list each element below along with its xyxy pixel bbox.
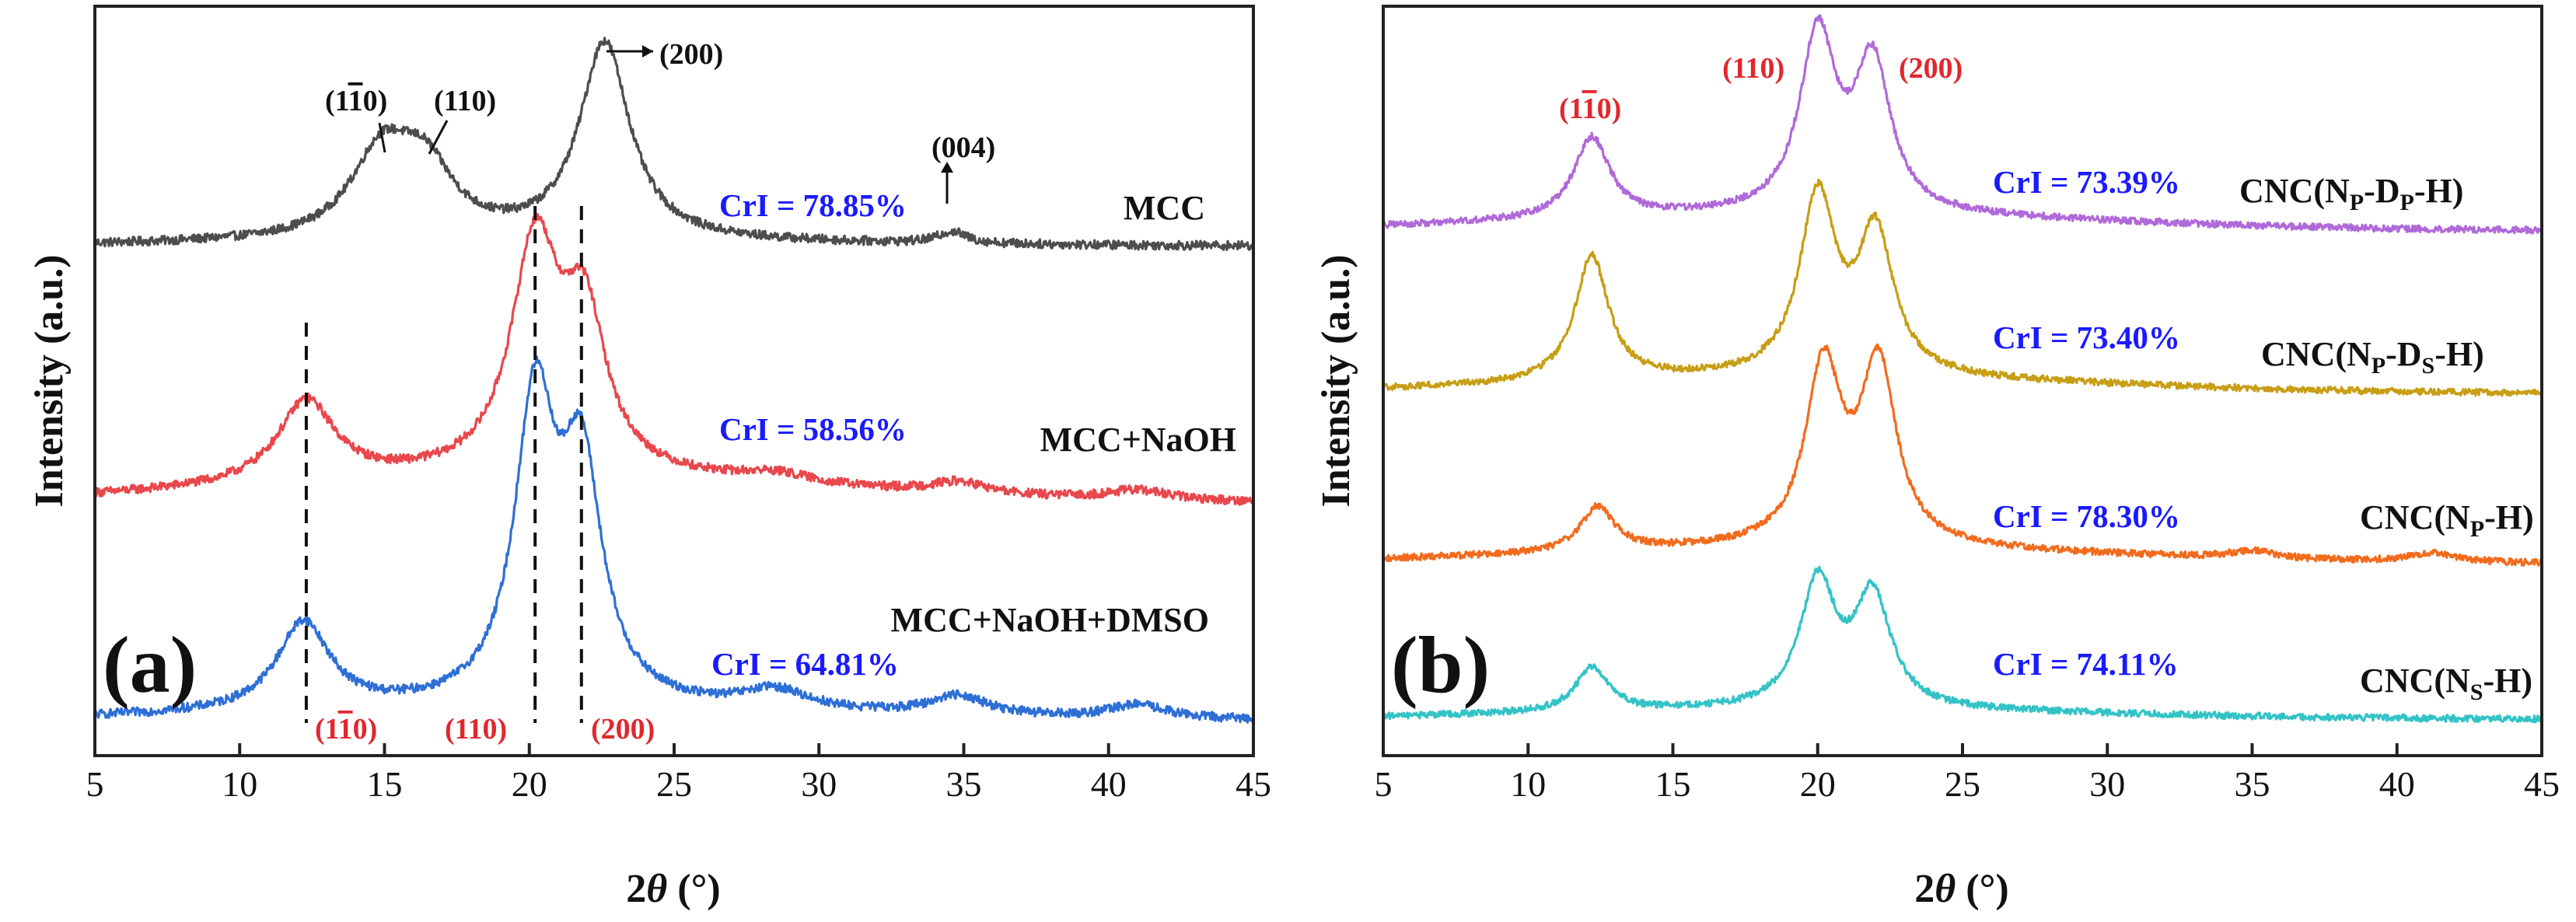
- arrow-200-head: [642, 45, 653, 58]
- panel-b: 5 10 15 20 25 30 35 40 45 Intensity (a.u.) 2θ (°…: [1314, 5, 2560, 911]
- x-tick-label: 20: [1800, 764, 1836, 804]
- series-label-mcc-naoh-dmso: MCC+NaOH+DMSO: [891, 601, 1209, 639]
- x-tick-label: 5: [86, 764, 104, 804]
- annotation-110-top: (110): [434, 85, 496, 117]
- annotation-1-1bar-0-top: (110): [325, 85, 387, 117]
- cri-label-mcc-naoh-dmso: CrI = 64.81%: [711, 646, 899, 682]
- panel-a-axes-frame: [93, 5, 1255, 757]
- x-tick-label: 15: [1655, 764, 1691, 804]
- panel-b-y-axis-label: Intensity (a.u.): [1314, 254, 1358, 507]
- xrd-series-line: [1382, 14, 2543, 235]
- xrd-series-line: [93, 37, 1255, 251]
- panel-a-x-ticks: 5 10 15 20 25 30 35 40 45: [86, 743, 1271, 804]
- x-tick-label: 5: [1375, 764, 1393, 804]
- series-label-cnc-np-dp-h: CNC(NP-DP-H): [2239, 172, 2463, 215]
- annotation-b-200: (200): [1899, 52, 1963, 85]
- xrd-series-line: [94, 355, 1255, 724]
- annotation-200-top: (200): [659, 38, 723, 71]
- cri-label-mcc-naoh: CrI = 58.56%: [719, 411, 907, 447]
- x-tick-label: 25: [1945, 764, 1980, 804]
- annotation-1-1bar-0-bottom: (110): [315, 713, 377, 746]
- series-label-cnc-np-h: CNC(NP-H): [2360, 498, 2534, 542]
- cri-label-cnc-np-h: CrI = 78.30%: [1993, 498, 2180, 534]
- x-tick-label: 40: [1091, 764, 1127, 804]
- arrow-110: [428, 120, 449, 155]
- annotation-b-1-1bar-0: (110): [1559, 93, 1621, 125]
- x-tick-label: 15: [367, 764, 403, 804]
- annotation-110-bottom: (110): [445, 713, 507, 746]
- annotation-200-bottom: (200): [591, 713, 655, 746]
- cri-label-cnc-np-dp-h: CrI = 73.39%: [1993, 164, 2180, 200]
- x-tick-label: 45: [1236, 764, 1271, 804]
- cri-label-cnc-np-ds-h: CrI = 73.40%: [1993, 320, 2180, 355]
- xrd-series-line: [1382, 565, 2543, 724]
- xrd-series-line: [93, 212, 1255, 506]
- panel-a-label: (a): [103, 620, 197, 710]
- series-label-mcc: MCC: [1124, 189, 1205, 227]
- x-tick-label: 30: [801, 764, 837, 804]
- cri-label-cnc-ns-h: CrI = 74.11%: [1993, 646, 2179, 682]
- panel-a-curves: [93, 37, 1255, 724]
- panel-b-curves: [1382, 14, 2543, 724]
- x-tick-label: 10: [1510, 764, 1546, 804]
- panel-a-dashed-guides: [304, 206, 583, 723]
- x-tick-label: 25: [656, 764, 692, 804]
- x-tick-label: 40: [2379, 764, 2415, 804]
- series-label-mcc-naoh: MCC+NaOH: [1040, 421, 1236, 459]
- xrd-series-line: [1382, 178, 2543, 397]
- xrd-series-line: [1382, 343, 2543, 567]
- x-tick-label: 20: [512, 764, 547, 804]
- arrow-1-1bar-0: [378, 122, 386, 153]
- series-label-cnc-ns-h: CNC(NS-H): [2360, 662, 2532, 705]
- x-tick-label: 35: [946, 764, 982, 804]
- panel-b-x-ticks: 5 10 15 20 25 30 35 40 45: [1375, 743, 2560, 804]
- panel-a-y-axis-label: Intensity (a.u.): [27, 254, 72, 507]
- cri-label-mcc: CrI = 78.85%: [719, 187, 907, 223]
- panel-b-axes-frame: [1382, 5, 2543, 757]
- x-tick-label: 45: [2524, 764, 2560, 804]
- annotation-004-top: (004): [931, 131, 995, 164]
- panel-a-x-axis-label: 2θ (°): [626, 867, 720, 911]
- panel-b-x-axis-label: 2θ (°): [1914, 867, 2008, 911]
- annotation-b-110: (110): [1722, 52, 1784, 85]
- panel-b-label: (b): [1391, 620, 1490, 710]
- panel-a: 5 10 15 20 25 30 35 40 45 Intensity (a.u.) 2θ (°…: [27, 5, 1271, 911]
- series-label-cnc-np-ds-h: CNC(NP-DS-H): [2261, 335, 2484, 379]
- x-tick-label: 10: [222, 764, 257, 804]
- arrow-004-head: [941, 162, 953, 173]
- x-tick-label: 30: [2089, 764, 2125, 804]
- x-tick-label: 35: [2235, 764, 2270, 804]
